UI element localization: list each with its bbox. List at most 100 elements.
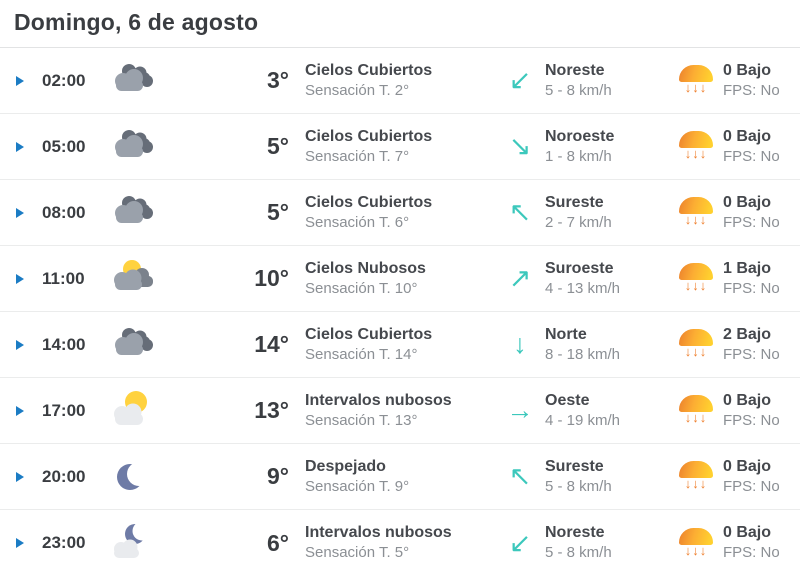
temperature-label: 9° — [267, 463, 289, 489]
fps-label: FPS: No — [723, 213, 780, 231]
forecast-row-14[interactable]: 14:00 14° Cielos Cubiertos Sensación T. … — [0, 312, 800, 378]
moon-with-cloud-icon — [102, 519, 164, 567]
uv-index-label: 0 Bajo — [723, 524, 772, 542]
condition-label: Cielos Cubiertos — [305, 325, 433, 343]
temperature-label: 10° — [254, 265, 289, 291]
fps-label: FPS: No — [723, 147, 780, 165]
feels-like-label: Sensación T. 9° — [305, 477, 410, 495]
feels-like-label: Sensación T. 6° — [305, 213, 410, 231]
expand-arrow-icon[interactable] — [16, 207, 24, 218]
wind-direction-arrow-icon: → — [506, 395, 534, 425]
uv-index-label: 0 Bajo — [723, 127, 772, 145]
wind-direction-arrow-icon: ↘ — [508, 131, 532, 161]
cloudy-icon — [102, 57, 164, 105]
expand-arrow-icon[interactable] — [16, 405, 24, 416]
wind-direction-arrow-icon: ↓ — [513, 329, 527, 359]
wind-speed-label: 5 - 8 km/h — [545, 477, 612, 495]
wind-direction-label: Noroeste — [545, 127, 615, 145]
uv-sun-icon — [677, 263, 715, 294]
feels-like-label: Sensación T. 10° — [305, 279, 418, 297]
fps-label: FPS: No — [723, 279, 780, 297]
feels-like-label: Sensación T. 7° — [305, 147, 410, 165]
forecast-row-05[interactable]: 05:00 5° Cielos Cubiertos Sensación T. 7… — [0, 114, 800, 180]
feels-like-label: Sensación T. 5° — [305, 544, 410, 562]
time-label: 17:00 — [42, 400, 86, 420]
uv-index-label: 0 Bajo — [723, 391, 772, 409]
wind-direction-label: Sureste — [545, 193, 604, 211]
temperature-label: 5° — [267, 199, 289, 225]
time-label: 23:00 — [42, 533, 86, 552]
uv-sun-icon — [677, 131, 715, 162]
forecast-table: 02:00 3° Cielos Cubiertos Sensación T. 2… — [0, 48, 800, 576]
expand-arrow-icon[interactable] — [16, 141, 24, 152]
uv-sun-icon — [677, 197, 715, 228]
wind-direction-arrow-icon: ↖ — [508, 197, 532, 227]
temperature-label: 5° — [267, 133, 289, 159]
forecast-row-20[interactable]: 20:00 9° Despejado Sensación T. 9° ↖ Sur… — [0, 444, 800, 510]
expand-arrow-icon[interactable] — [16, 75, 24, 86]
wind-direction-label: Oeste — [545, 391, 590, 409]
fps-label: FPS: No — [723, 477, 780, 495]
fps-label: FPS: No — [723, 411, 780, 429]
wind-speed-label: 1 - 8 km/h — [545, 147, 612, 165]
page-title: Domingo, 6 de agosto — [14, 9, 259, 35]
uv-sun-icon — [677, 65, 715, 96]
forecast-row-23[interactable]: 23:00 6° Intervalos nubosos Sensación T.… — [0, 510, 800, 576]
forecast-row-11[interactable]: 11:00 10° Cielos Nubosos Sensación T. 10… — [0, 246, 800, 312]
uv-sun-icon — [677, 527, 715, 559]
feels-like-label: Sensación T. 14° — [305, 345, 418, 363]
time-label: 08:00 — [42, 202, 86, 222]
condition-label: Despejado — [305, 457, 386, 475]
temperature-label: 14° — [254, 331, 289, 357]
condition-label: Cielos Cubiertos — [305, 127, 433, 145]
temperature-label: 13° — [254, 397, 289, 423]
wind-direction-arrow-icon: ↙ — [508, 65, 532, 95]
uv-sun-icon — [677, 329, 715, 360]
wind-speed-label: 4 - 19 km/h — [545, 411, 621, 429]
uv-sun-icon — [677, 461, 715, 492]
time-label: 11:00 — [42, 268, 85, 288]
cloudy-icon — [102, 123, 164, 171]
temperature-label: 6° — [267, 529, 289, 556]
crescent-moon-icon — [102, 453, 164, 501]
uv-index-label: 0 Bajo — [723, 457, 772, 475]
cloudy-icon — [102, 189, 164, 237]
wind-direction-label: Suroeste — [545, 259, 614, 277]
fps-label: FPS: No — [723, 544, 780, 562]
divider — [0, 47, 800, 48]
time-label: 02:00 — [42, 70, 86, 90]
fps-label: FPS: No — [723, 345, 780, 363]
forecast-row-08[interactable]: 08:00 5° Cielos Cubiertos Sensación T. 6… — [0, 180, 800, 246]
expand-arrow-icon[interactable] — [16, 273, 24, 284]
forecast-row-17[interactable]: 17:00 13° Intervalos nubosos Sensación T… — [0, 378, 800, 444]
uv-sun-icon — [677, 395, 715, 426]
time-label: 20:00 — [42, 466, 86, 486]
condition-label: Intervalos nubosos — [305, 391, 452, 409]
wind-direction-label: Sureste — [545, 457, 604, 475]
wind-speed-label: 4 - 13 km/h — [545, 279, 621, 297]
cloudy-icon — [102, 321, 164, 369]
condition-label: Intervalos nubosos — [305, 524, 452, 542]
uv-index-label: 2 Bajo — [723, 325, 772, 343]
wind-direction-arrow-icon: ↖ — [508, 461, 532, 491]
feels-like-label: Sensación T. 13° — [305, 411, 418, 429]
time-label: 05:00 — [42, 136, 86, 156]
fps-label: FPS: No — [723, 81, 780, 99]
expand-arrow-icon[interactable] — [16, 339, 24, 350]
condition-label: Cielos Cubiertos — [305, 193, 433, 211]
wind-direction-label: Noreste — [545, 524, 605, 542]
forecast-row-02[interactable]: 02:00 3° Cielos Cubiertos Sensación T. 2… — [0, 48, 800, 114]
condition-label: Cielos Cubiertos — [305, 61, 433, 79]
uv-index-label: 1 Bajo — [723, 259, 772, 277]
uv-index-label: 0 Bajo — [723, 193, 772, 211]
wind-speed-label: 5 - 8 km/h — [545, 81, 612, 99]
wind-speed-label: 8 - 18 km/h — [545, 345, 621, 363]
time-label: 14:00 — [42, 334, 86, 354]
expand-arrow-icon[interactable] — [16, 538, 24, 548]
wind-direction-arrow-icon: ↗ — [508, 263, 532, 293]
expand-arrow-icon[interactable] — [16, 471, 24, 482]
wind-speed-label: 5 - 8 km/h — [545, 544, 612, 562]
uv-index-label: 0 Bajo — [723, 61, 772, 79]
condition-label: Cielos Nubosos — [305, 259, 426, 277]
